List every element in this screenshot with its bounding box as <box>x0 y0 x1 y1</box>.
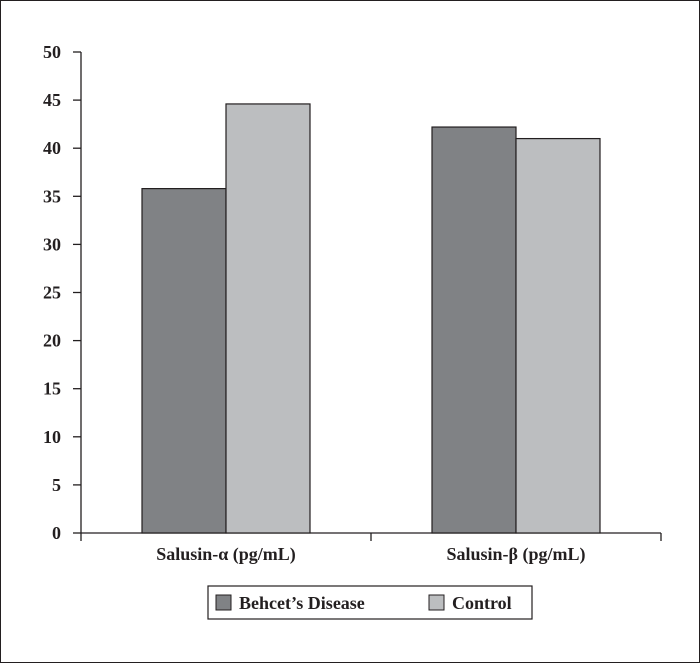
legend-swatch-control <box>428 594 445 611</box>
bar <box>141 188 227 534</box>
legend: Behcet’s Disease Control <box>207 585 533 620</box>
x-axis: Salusin-α (pg/mL) Salusin-β (pg/mL) <box>80 532 662 565</box>
y-tick-label: 35 <box>43 186 61 206</box>
bar <box>225 103 311 534</box>
y-tick-label: 0 <box>52 523 61 543</box>
x-category-label: Salusin-β (pg/mL) <box>446 544 585 565</box>
y-tick-label: 10 <box>43 427 61 447</box>
y-tick-label: 20 <box>43 331 61 351</box>
y-tick-label: 30 <box>43 234 61 254</box>
y-tick-label: 15 <box>43 379 61 399</box>
y-axis: 0 5 10 15 20 25 30 35 40 45 50 <box>43 42 82 543</box>
y-tick-label: 5 <box>52 475 61 495</box>
bar <box>515 137 601 534</box>
legend-label-control: Control <box>452 593 512 613</box>
legend-swatch-behcets-disease <box>215 594 232 611</box>
legend-label-behcets-disease: Behcet’s Disease <box>239 593 365 613</box>
y-tick-label: 50 <box>43 42 61 62</box>
y-tick-label: 40 <box>43 138 61 158</box>
bars <box>141 103 601 534</box>
y-tick-label: 25 <box>43 283 61 303</box>
legend-box <box>207 585 533 620</box>
x-category-label: Salusin-α (pg/mL) <box>156 544 296 565</box>
y-tick-label: 45 <box>43 90 61 110</box>
bar <box>431 126 517 534</box>
